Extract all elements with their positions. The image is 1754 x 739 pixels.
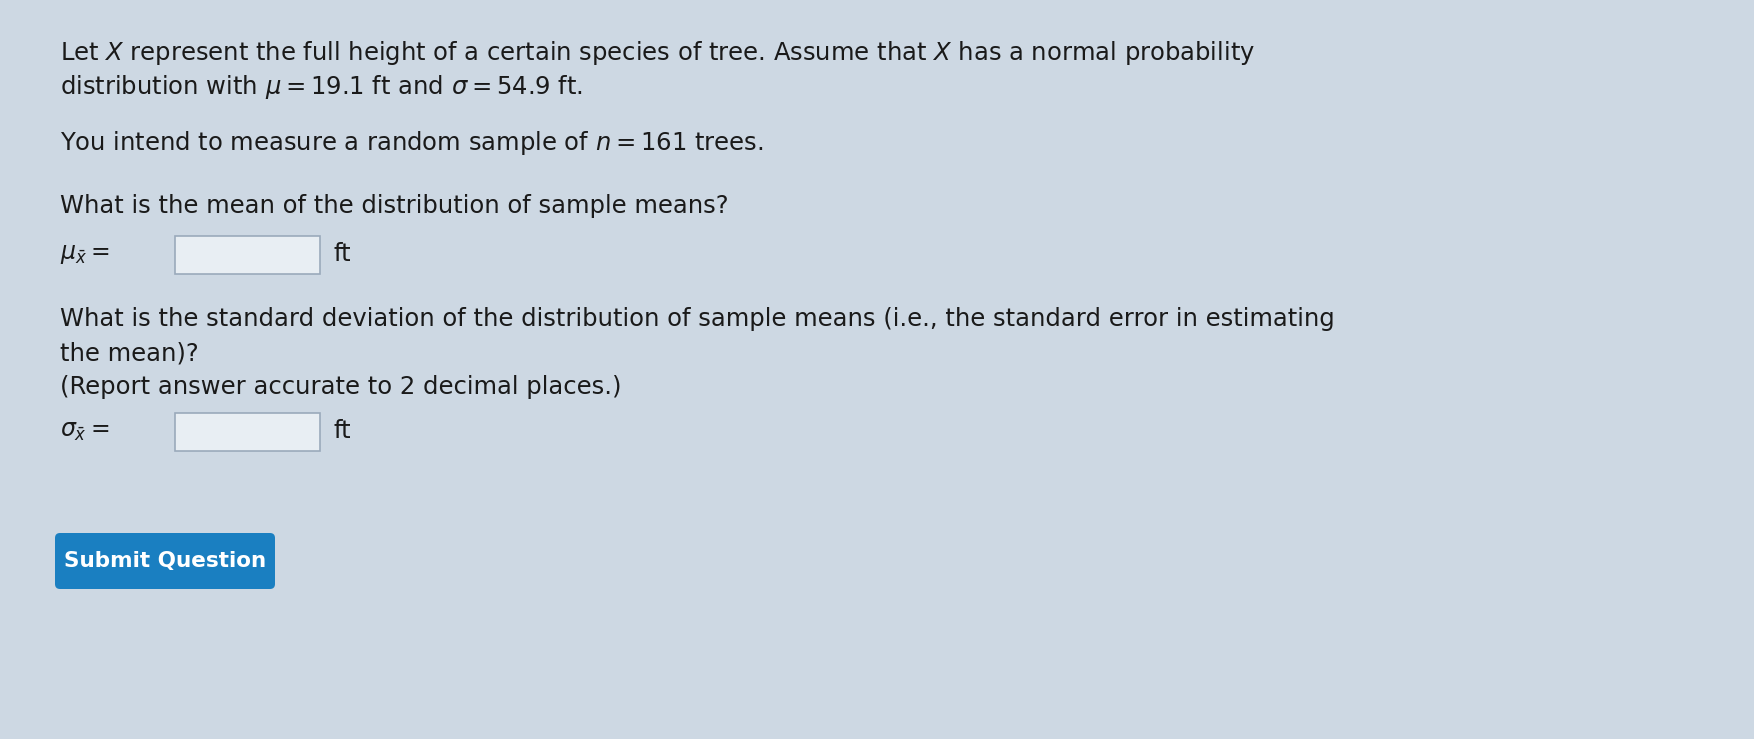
Text: You intend to measure a random sample of $n = 161$ trees.: You intend to measure a random sample of… [60,129,763,157]
Text: $\sigma_{\bar{x}} = $: $\sigma_{\bar{x}} = $ [60,419,109,443]
Text: What is the mean of the distribution of sample means?: What is the mean of the distribution of … [60,194,728,218]
FancyBboxPatch shape [175,413,319,451]
Text: the mean)?: the mean)? [60,341,198,365]
Text: Submit Question: Submit Question [63,551,267,571]
Text: $\mu_{\bar{x}} = $: $\mu_{\bar{x}} = $ [60,242,111,266]
Text: ft: ft [333,242,351,266]
FancyBboxPatch shape [54,533,275,589]
Text: Let $X$ represent the full height of a certain species of tree. Assume that $X$ : Let $X$ represent the full height of a c… [60,39,1256,67]
Text: ft: ft [333,419,351,443]
Text: distribution with $\mu = 19.1$ ft and $\sigma = 54.9$ ft.: distribution with $\mu = 19.1$ ft and $\… [60,73,582,101]
Text: (Report answer accurate to 2 decimal places.): (Report answer accurate to 2 decimal pla… [60,375,621,399]
Text: What is the standard deviation of the distribution of sample means (i.e., the st: What is the standard deviation of the di… [60,307,1335,331]
FancyBboxPatch shape [175,236,319,274]
